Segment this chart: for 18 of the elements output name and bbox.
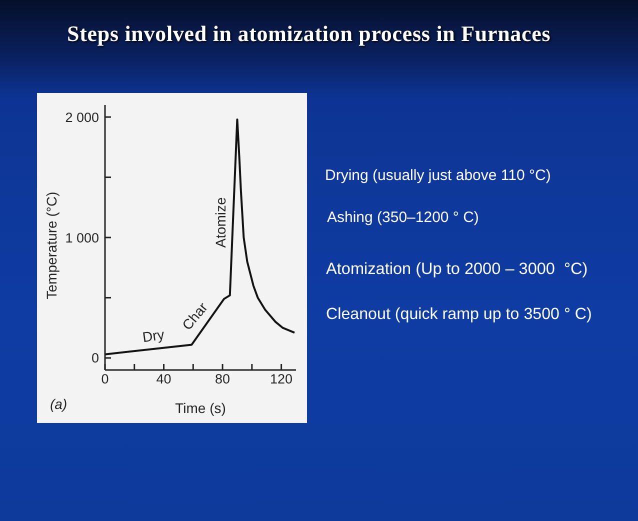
x-tick-label: 80 <box>215 372 230 387</box>
x-tick-label: 40 <box>156 372 172 387</box>
text: Ashing (350–1200 ° C) <box>327 209 479 227</box>
text: Atomization (Up to 2000 – 3000 °C) <box>326 260 588 280</box>
text: Cleanout (quick ramp up to 3500 ° C) <box>326 305 592 324</box>
y-tick-label: 0 <box>91 350 99 366</box>
text: Drying (usually just above 110 °C) <box>325 167 551 185</box>
annotation: Dry <box>141 326 166 346</box>
text: (a) <box>50 396 68 413</box>
y-tick-label: 1 000 <box>65 230 99 246</box>
x-tick-label: 120 <box>270 372 293 387</box>
x-axis-title: Time (s) <box>175 400 226 416</box>
line-series <box>105 118 296 356</box>
chart-title: Steps involved in atomization process in Furnaces <box>67 21 551 47</box>
y-axis-title: Temperature (°C) <box>44 192 60 300</box>
annotation: Atomize <box>212 196 229 248</box>
y-tick-label: 2 000 <box>65 110 99 125</box>
x-tick-label: 0 <box>101 372 109 387</box>
